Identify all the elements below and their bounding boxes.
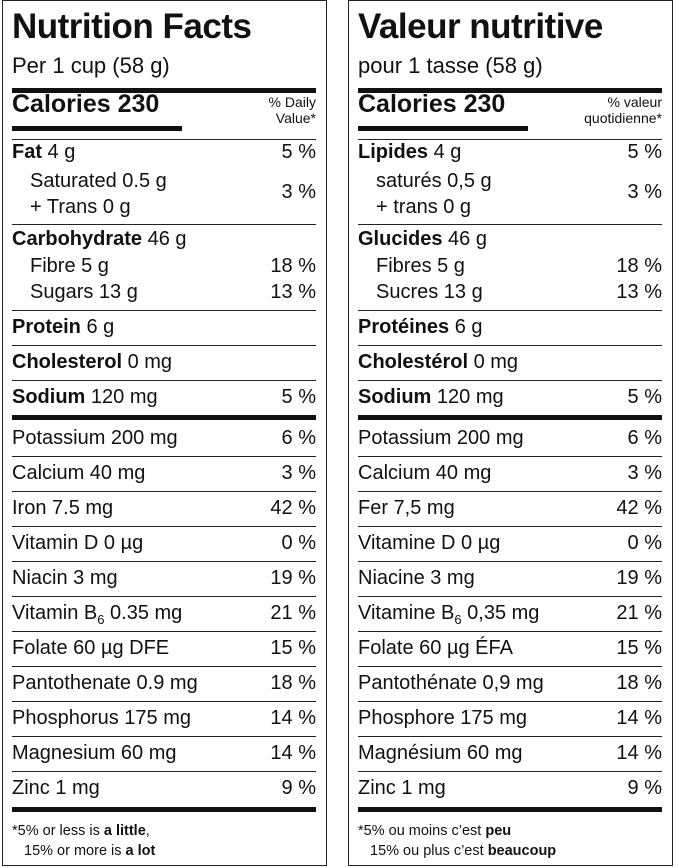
fat-row: Lipides 4 g 5 % xyxy=(358,141,662,163)
sodium-row: Sodium 120 mg 5 % xyxy=(358,386,662,408)
nutrient-row: Zinc 1 mg 9 % xyxy=(12,777,316,799)
saturated-trans-row: saturés 0,5 g + trans 0 g 3 % xyxy=(376,170,662,218)
protein-row: Protein 6 g xyxy=(12,316,115,338)
cholesterol-row: Cholestérol 0 mg xyxy=(358,351,519,373)
nutrient-row: Calcium 40 mg 3 % xyxy=(12,462,316,484)
footnote: *5% or less is a little, 15% or more is … xyxy=(12,823,156,859)
nutrient-row: Zinc 1 mg 9 % xyxy=(358,777,662,799)
nutrient-row: Potassium 200 mg 6 % xyxy=(12,427,316,449)
nutrient-row: Magnésium 60 mg 14 % xyxy=(358,742,662,764)
nutrition-facts-panel-fr: Valeur nutritive pour 1 tasse (58 g) Cal… xyxy=(348,0,673,866)
nutrient-row: Calcium 40 mg 3 % xyxy=(358,462,662,484)
daily-value-header: % Daily Value* xyxy=(268,94,316,126)
nutrient-row: Potassium 200 mg 6 % xyxy=(358,427,662,449)
fat-row: Fat 4 g 5 % xyxy=(12,141,316,163)
nutrient-row: Vitamin D 0 µg 0 % xyxy=(12,532,316,554)
calories-label: Calories 230 xyxy=(12,90,160,118)
panel-title: Valeur nutritive xyxy=(358,7,603,46)
carbohydrate-row: Carbohydrate 46 g xyxy=(12,228,187,250)
calories-label: Calories 230 xyxy=(358,90,506,118)
nutrient-row: Phosphorus 175 mg 14 % xyxy=(12,707,316,729)
nutrient-row: Pantothenate 0.9 mg 18 % xyxy=(12,672,316,694)
nutrition-facts-panel-en: Nutrition Facts Per 1 cup (58 g) Calorie… xyxy=(2,0,327,866)
carbohydrate-row: Glucides 46 g xyxy=(358,228,487,250)
nutrient-row: Vitamin B6 0.35 mg 21 % xyxy=(12,602,316,627)
sodium-row: Sodium 120 mg 5 % xyxy=(12,386,316,408)
nutrient-row: Folate 60 µg ÉFA 15 % xyxy=(358,637,662,659)
nutrient-row: Niacine 3 mg 19 % xyxy=(358,567,662,589)
nutrient-row: Vitamine D 0 µg 0 % xyxy=(358,532,662,554)
daily-value-header: % valeur quotidienne* xyxy=(584,94,662,126)
protein-row: Protéines 6 g xyxy=(358,316,483,338)
serving-size: pour 1 tasse (58 g) xyxy=(358,53,543,78)
serving-size: Per 1 cup (58 g) xyxy=(12,53,170,78)
sugars-row: Sucres 13 g 13 % xyxy=(376,281,662,303)
footnote: *5% ou moins c’est peu 15% ou plus c’est… xyxy=(358,823,557,859)
nutrient-row: Niacin 3 mg 19 % xyxy=(12,567,316,589)
cholesterol-row: Cholesterol 0 mg xyxy=(12,351,173,373)
panel-title: Nutrition Facts xyxy=(12,7,252,46)
nutrient-row: Fer 7,5 mg 42 % xyxy=(358,497,662,519)
nutrient-row: Iron 7.5 mg 42 % xyxy=(12,497,316,519)
nutrient-row: Phosphore 175 mg 14 % xyxy=(358,707,662,729)
saturated-trans-row: Saturated 0.5 g + Trans 0 g 3 % xyxy=(30,170,316,218)
fibre-row: Fibre 5 g 18 % xyxy=(30,255,316,277)
fibre-row: Fibres 5 g 18 % xyxy=(376,255,662,277)
nutrient-row: Vitamine B6 0,35 mg 21 % xyxy=(358,602,662,627)
sugars-row: Sugars 13 g 13 % xyxy=(30,281,316,303)
nutrient-row: Pantothénate 0,9 mg 18 % xyxy=(358,672,662,694)
nutrient-row: Magnesium 60 mg 14 % xyxy=(12,742,316,764)
nutrient-row: Folate 60 µg DFE 15 % xyxy=(12,637,316,659)
